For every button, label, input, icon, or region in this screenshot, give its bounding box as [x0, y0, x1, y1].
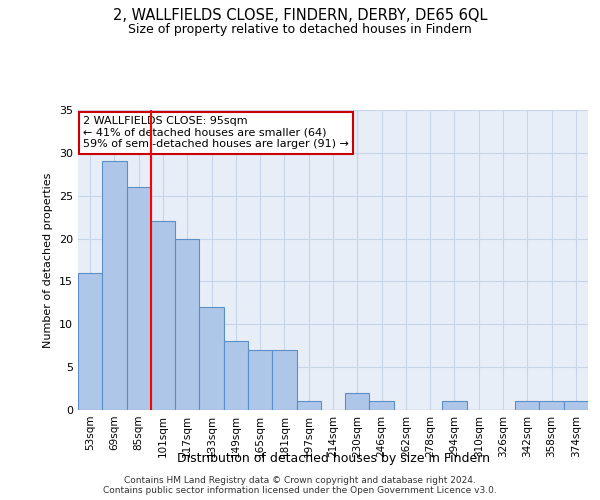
Bar	[102, 162, 127, 410]
Y-axis label: Number of detached properties: Number of detached properties	[43, 172, 53, 348]
Bar	[296, 402, 321, 410]
Bar	[442, 402, 467, 410]
Text: Contains HM Land Registry data © Crown copyright and database right 2024.: Contains HM Land Registry data © Crown c…	[124, 476, 476, 485]
Text: Size of property relative to detached houses in Findern: Size of property relative to detached ho…	[128, 22, 472, 36]
Bar	[248, 350, 272, 410]
Text: Distribution of detached houses by size in Findern: Distribution of detached houses by size …	[176, 452, 490, 465]
Bar	[151, 222, 175, 410]
Bar	[345, 393, 370, 410]
Text: 2 WALLFIELDS CLOSE: 95sqm
← 41% of detached houses are smaller (64)
59% of semi-: 2 WALLFIELDS CLOSE: 95sqm ← 41% of detac…	[83, 116, 349, 149]
Text: 2, WALLFIELDS CLOSE, FINDERN, DERBY, DE65 6QL: 2, WALLFIELDS CLOSE, FINDERN, DERBY, DE6…	[113, 8, 487, 22]
Bar	[564, 402, 588, 410]
Bar	[199, 307, 224, 410]
Bar	[127, 187, 151, 410]
Bar	[175, 238, 199, 410]
Bar	[272, 350, 296, 410]
Bar	[539, 402, 564, 410]
Bar	[515, 402, 539, 410]
Bar	[78, 273, 102, 410]
Bar	[370, 402, 394, 410]
Text: Contains public sector information licensed under the Open Government Licence v3: Contains public sector information licen…	[103, 486, 497, 495]
Bar	[224, 342, 248, 410]
